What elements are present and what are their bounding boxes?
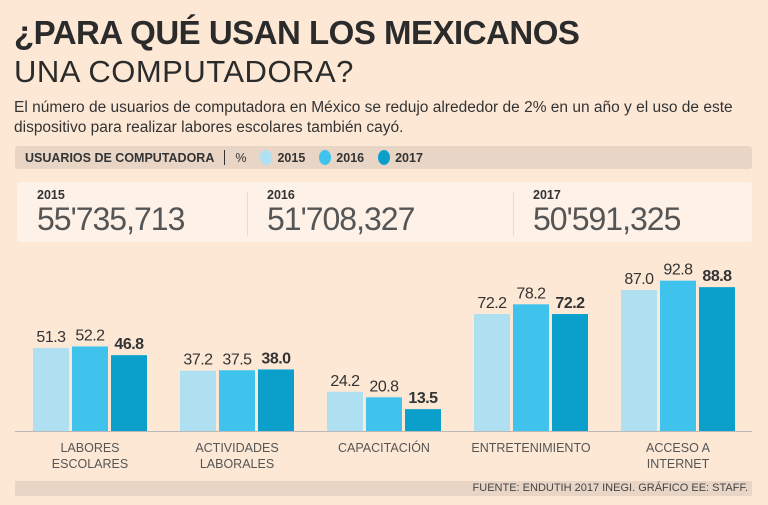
bar-2017 <box>699 287 735 431</box>
bar-2016 <box>219 370 255 431</box>
data-label: 46.8 <box>114 336 144 353</box>
title-line1: ¿PARA QUÉ USAN LOS MEXICANOS <box>14 14 580 51</box>
data-label: 51.3 <box>36 329 66 346</box>
category-label: ACTIVIDADES <box>195 441 278 455</box>
bar-2015 <box>621 290 657 431</box>
legend-unit: % <box>235 150 247 165</box>
category-label: LABORES <box>60 441 119 455</box>
data-label: 24.2 <box>330 373 360 390</box>
bar-2015 <box>180 370 216 431</box>
category-label: LABORALES <box>200 457 274 471</box>
data-label: 37.2 <box>183 352 213 369</box>
legend-title: USUARIOS DE COMPUTADORA <box>25 150 215 165</box>
bar-2015 <box>474 314 510 431</box>
legend-item-2016: 2016 <box>319 150 364 165</box>
bar-2017 <box>552 314 588 431</box>
legend-item-2017: 2017 <box>378 150 423 165</box>
bar-2017 <box>111 355 147 431</box>
bar-2015 <box>33 347 69 431</box>
data-label: 20.8 <box>369 378 399 395</box>
bar-2016 <box>366 397 402 431</box>
data-label: 78.2 <box>516 285 546 302</box>
legend-swatch <box>319 150 332 165</box>
total-2017: 2017 50'591,325 <box>533 188 681 237</box>
bar-2017 <box>405 409 441 431</box>
data-label: 52.2 <box>75 327 105 344</box>
legend-divider <box>224 150 226 165</box>
data-label: 13.5 <box>408 390 438 407</box>
bar-2016 <box>660 280 696 431</box>
bar-2016 <box>513 304 549 431</box>
data-label: 87.0 <box>624 271 654 288</box>
footer: FUENTE: ENDUTIH 2017 INEGI. GRÁFICO EE: … <box>15 481 752 496</box>
category-label: ESCOLARES <box>52 457 128 471</box>
legend-item-2015: 2015 <box>260 150 305 165</box>
totals-panel: 2015 55'735,713 2016 51'708,327 2017 50'591… <box>17 182 752 242</box>
divider <box>247 192 248 236</box>
category-label: CAPACITACIÓN <box>338 440 430 455</box>
category-label: ACCESO A <box>646 441 711 455</box>
title-line2: UNA COMPUTADORA? <box>14 54 354 89</box>
data-label: 38.0 <box>261 350 291 367</box>
data-label: 72.2 <box>477 295 507 312</box>
total-2016: 2016 51'708,327 <box>267 188 415 237</box>
subtitle: El número de usuarios de computadora en … <box>14 99 733 136</box>
bar-chart: 51.3 52.2 46.8 LABORES ESCOLARES 37.2 37.5 38.0… <box>15 262 752 471</box>
legend-swatch <box>260 150 273 165</box>
bar-2016 <box>72 346 108 431</box>
data-label: 88.8 <box>702 268 732 285</box>
data-label: 37.5 <box>222 351 252 368</box>
category-label: INTERNET <box>647 457 710 471</box>
legend: USUARIOS DE COMPUTADORA % 2015 2016 2017 <box>15 146 752 169</box>
category-label: ENTRETENIMIENTO <box>471 441 590 455</box>
data-label: 72.2 <box>555 295 585 312</box>
legend-swatch <box>378 150 391 165</box>
bar-2017 <box>258 369 294 431</box>
bar-2015 <box>327 391 363 431</box>
divider <box>513 192 514 236</box>
total-2015: 2015 55'735,713 <box>37 188 185 237</box>
data-label: 92.8 <box>663 262 693 279</box>
